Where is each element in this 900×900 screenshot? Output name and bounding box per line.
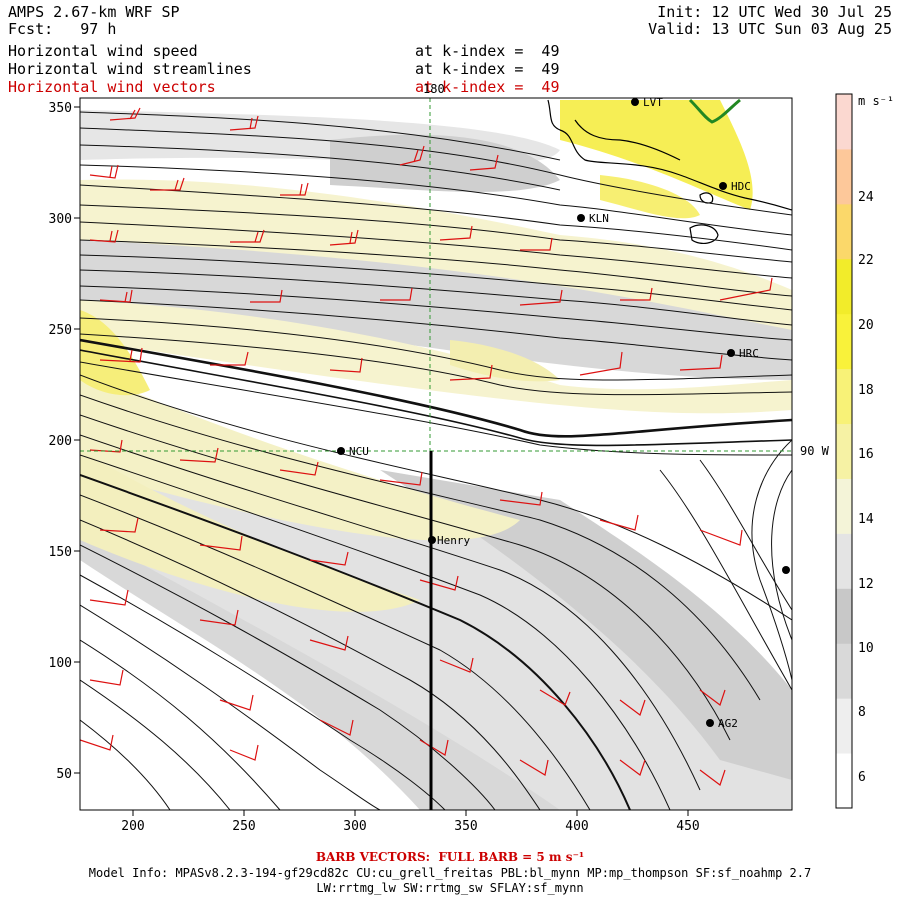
colorbar-level-label: 10 xyxy=(858,641,874,656)
station-dot-lvt xyxy=(631,98,639,106)
layer-name-vectors: Horizontal wind vectors xyxy=(8,78,216,96)
y-tick-label: 100 xyxy=(49,656,72,671)
barb-legend: BARB VECTORS: FULL BARB = 5 m s⁻¹ xyxy=(315,850,585,864)
y-tick-label: 300 xyxy=(49,212,72,227)
colorbar-level-label: 12 xyxy=(858,577,874,592)
station-label-hrc: HRC xyxy=(739,347,759,360)
layer-name-streamlines: Horizontal wind streamlines xyxy=(8,60,252,78)
colorbar-segment xyxy=(836,368,852,425)
station-label-lvt: LVT xyxy=(643,96,663,109)
colorbar-level-label: 16 xyxy=(858,447,874,462)
colorbar-segment xyxy=(836,533,852,589)
colorbar-level-label: 6 xyxy=(858,770,866,785)
meridian-label-90w: 90 W xyxy=(800,444,830,458)
colorbar-segment xyxy=(836,698,852,754)
y-tick-label: 250 xyxy=(49,323,72,338)
y-axis: 50 100 150 200 250 300 350 xyxy=(49,101,80,782)
station-dot-ncu xyxy=(337,447,345,455)
station-dot-henry xyxy=(428,536,436,544)
streamlines xyxy=(80,111,792,810)
y-tick-label: 350 xyxy=(49,101,72,116)
valid-time: Valid: 13 UTC Sun 03 Aug 25 xyxy=(648,20,892,38)
meridian-label-180: 180 xyxy=(423,82,445,96)
model-info: Model Info: MPASv8.2.3-194-gf29cd82c CU:… xyxy=(88,866,812,880)
model-title: AMPS 2.67-km WRF SP xyxy=(8,3,180,21)
wind-barbs xyxy=(80,107,773,786)
colorbar-segment xyxy=(836,588,852,644)
init-time: Init: 12 UTC Wed 30 Jul 25 xyxy=(657,3,892,21)
colorbar-segment xyxy=(836,478,852,534)
layer-level-streamlines: at k-index = 49 xyxy=(415,60,560,78)
x-tick-label: 400 xyxy=(565,819,588,834)
y-tick-label: 150 xyxy=(49,545,72,560)
coastline xyxy=(547,99,792,245)
x-axis: 200 250 300 350 400 450 xyxy=(121,810,700,834)
colorbar-segment xyxy=(836,643,852,699)
colorbar-segment xyxy=(836,203,852,260)
colorbar-level-label: 20 xyxy=(858,318,874,333)
colorbar-level-label: 8 xyxy=(858,705,866,720)
colorbar-level-label: 18 xyxy=(858,383,874,398)
station-label-ncu: NCU xyxy=(349,445,369,458)
map-frame xyxy=(79,97,793,811)
x-tick-label: 300 xyxy=(343,819,366,834)
layer-name-speed: Horizontal wind speed xyxy=(8,42,198,60)
x-tick-label: 450 xyxy=(676,819,699,834)
colorbar-segment xyxy=(836,258,852,315)
station-dot-kln xyxy=(577,214,585,222)
colorbar-unit: m s⁻¹ xyxy=(858,94,894,108)
station-dot-hdc xyxy=(719,182,727,190)
colorbar-level-label: 14 xyxy=(858,512,874,527)
colorbar-level-label: 24 xyxy=(858,190,874,205)
station-label-ag2: AG2 xyxy=(718,717,738,730)
colorbar-segment xyxy=(836,753,852,809)
colorbar-frame xyxy=(835,93,853,809)
x-tick-label: 200 xyxy=(121,819,144,834)
model-info-line2: LW:rrtmg_lw SW:rrtmg_sw SFLAY:sf_mynn xyxy=(316,881,584,895)
y-tick-label: 200 xyxy=(49,434,72,449)
station-label-kln: KLN xyxy=(589,212,609,225)
colorbar-labels: 24 22 20 18 16 14 12 10 8 6 xyxy=(858,190,874,785)
x-tick-label: 250 xyxy=(232,819,255,834)
colorbar-segment xyxy=(836,148,852,205)
colorbar-segment xyxy=(836,94,852,150)
x-tick-label: 350 xyxy=(454,819,477,834)
colorbar-segment xyxy=(836,423,852,479)
y-tick-label: 50 xyxy=(56,767,72,782)
station-label-henry: Henry xyxy=(437,534,470,547)
station-dot-ag2 xyxy=(706,719,714,727)
colorbar xyxy=(836,94,852,809)
colorbar-level-label: 22 xyxy=(858,253,874,268)
colorbar-segment xyxy=(836,313,852,370)
boundary-contour xyxy=(688,98,741,124)
layer-level-speed: at k-index = 49 xyxy=(415,42,560,60)
station-markers: KLN HDC HRC NCU Henry AG2 LVT xyxy=(337,96,790,730)
forecast-hour: Fcst: 97 h xyxy=(8,20,117,38)
station-dot-edge xyxy=(782,566,790,574)
layer-level-vectors: at k-index = 49 xyxy=(415,78,560,96)
station-dot-hrc xyxy=(727,349,735,357)
station-label-hdc: HDC xyxy=(731,180,751,193)
